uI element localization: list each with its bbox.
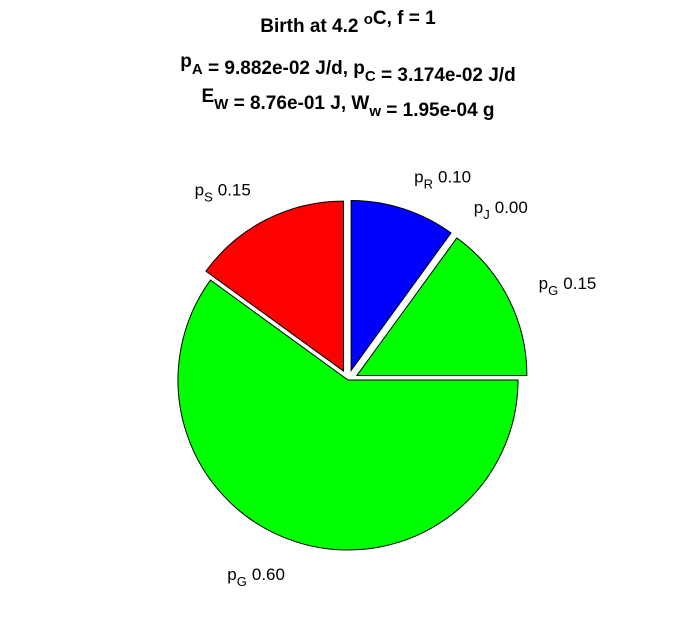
slice-sub: R — [424, 176, 433, 191]
slice-name: p — [195, 180, 204, 199]
title-text: Birth at 4.2 — [260, 16, 363, 37]
title-text: = 3.174e-02 J/d — [376, 65, 516, 86]
slice-label: pG 0.15 — [539, 274, 597, 298]
title-text: C, f = 1 — [373, 8, 436, 29]
slice-name: p — [539, 274, 548, 293]
pie-slice — [205, 200, 344, 373]
title-sub: A — [192, 61, 203, 78]
slice-value: 0.15 — [218, 180, 251, 199]
slice-label: pR 0.10 — [414, 167, 471, 191]
title-sub: C — [365, 68, 376, 85]
slice-sub: G — [237, 574, 247, 589]
slice-value: 0.15 — [563, 274, 596, 293]
slice-label: pJ 0.00 — [474, 198, 528, 222]
pie-slice — [177, 279, 519, 551]
slice-label: pS 0.15 — [195, 180, 251, 204]
slice-value: 0.60 — [252, 565, 285, 584]
slice-sub: G — [548, 283, 558, 298]
pie-slice — [355, 237, 528, 376]
pie-slice — [350, 199, 452, 373]
slice-name: p — [474, 198, 483, 217]
slice-name: p — [227, 565, 236, 584]
title-text: = 9.882e-02 J/d, p — [203, 58, 365, 79]
slice-sub: S — [204, 189, 213, 204]
chart-title: pA = 9.882e-02 J/d, pC = 3.174e-02 J/d — [180, 51, 515, 86]
title-text: p — [180, 51, 192, 72]
slice-sub: J — [483, 207, 490, 222]
title-text: E — [201, 86, 214, 107]
slice-value: 0.00 — [495, 198, 528, 217]
slice-label: pG 0.60 — [227, 565, 285, 589]
title-sub: W — [214, 96, 229, 113]
chart-title: EW = 8.76e-01 J, Ww = 1.95e-04 g — [201, 86, 494, 121]
title-text: = 1.95e-04 g — [381, 100, 495, 121]
slice-name: p — [414, 167, 423, 186]
title-text: = 8.76e-01 J, W — [228, 93, 369, 114]
title-sup: o — [364, 11, 373, 28]
chart-title: Birth at 4.2 oC, f = 1 — [260, 8, 436, 37]
slice-value: 0.10 — [438, 167, 471, 186]
title-sub: w — [368, 103, 381, 120]
